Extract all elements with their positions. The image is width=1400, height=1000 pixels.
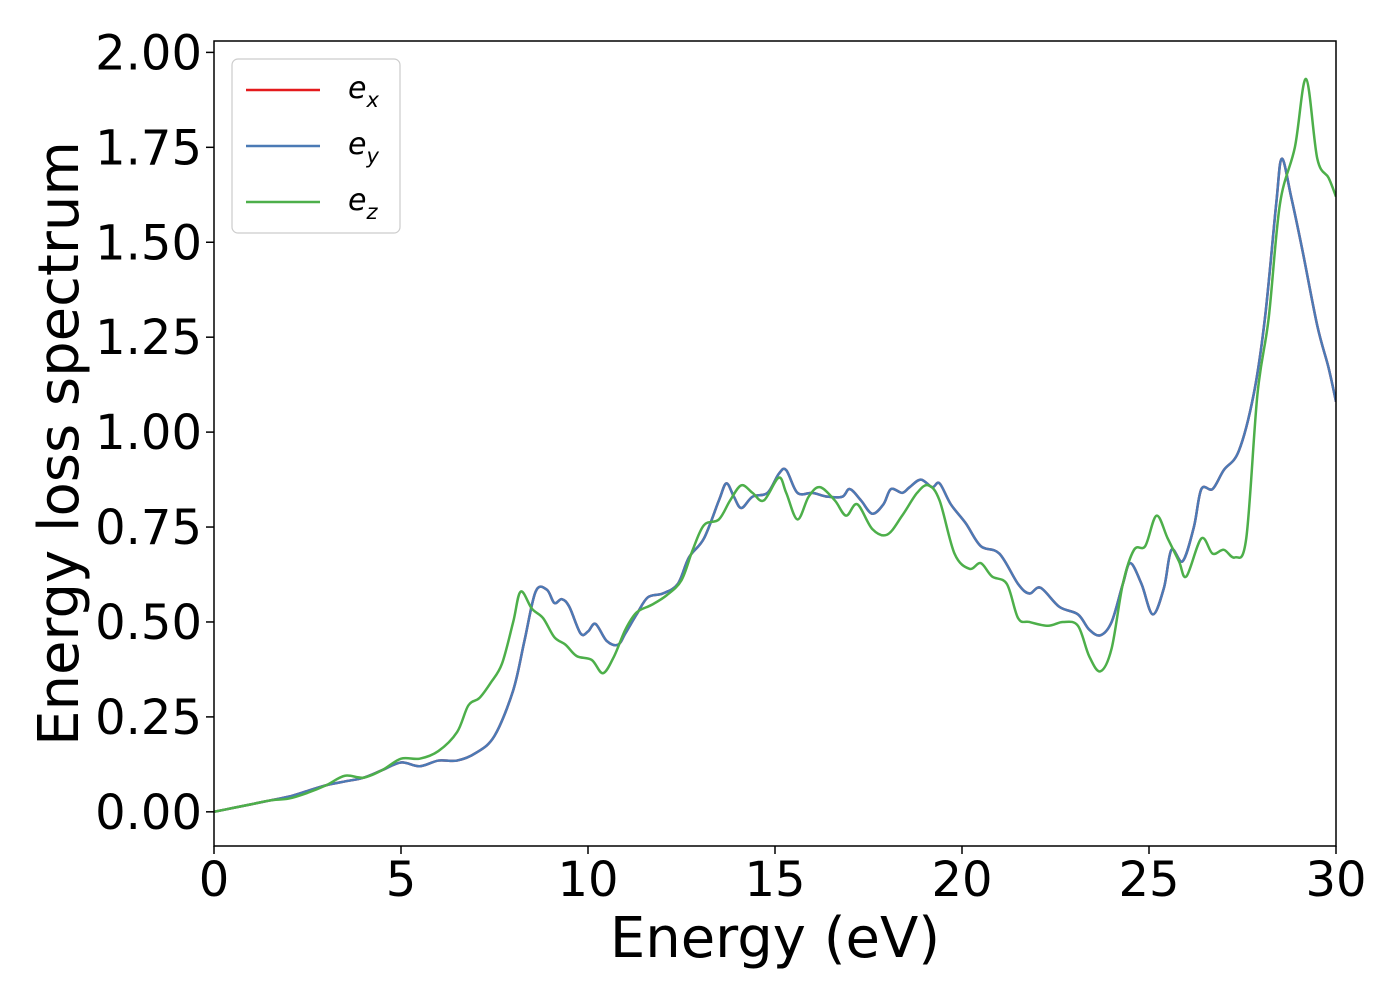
legend-entry-name: e: [348, 71, 366, 106]
x-tick-label: 15: [744, 852, 805, 908]
y-tick-label: 1.75: [95, 120, 202, 176]
legend-entry-y: ey: [348, 127, 379, 168]
y-tick-label: 1.00: [95, 405, 202, 461]
legend-entry-z: ez: [348, 183, 378, 224]
y-axis-label: Energy loss spectrum: [27, 141, 92, 746]
x-tick-label: 30: [1305, 852, 1366, 908]
x-axis-label: Energy (eV): [610, 906, 940, 971]
legend-entry-name: e: [348, 127, 366, 162]
y-tick-label: 0.25: [95, 690, 202, 746]
x-tick-label: 25: [1118, 852, 1179, 908]
x-tick-label: 0: [199, 852, 230, 908]
legend-entry-subscript: y: [365, 144, 379, 168]
x-tick-label: 10: [557, 852, 618, 908]
x-tick-label: 20: [931, 852, 992, 908]
legend-entry-x: ex: [348, 71, 379, 112]
y-axis: 0.00 0.25 0.50 0.75 1.00 1.25 1.50 1.75 2.00: [95, 25, 214, 841]
series-layer: [214, 77, 1336, 814]
series-line-z: [214, 77, 1336, 814]
y-tick-label: 2.00: [95, 25, 202, 81]
legend-entry-name: e: [348, 183, 366, 218]
x-tick-label: 5: [386, 852, 417, 908]
y-tick-label: 0.50: [95, 595, 202, 651]
y-tick-label: 1.50: [95, 215, 202, 271]
y-tick-label: 0.00: [95, 785, 202, 841]
y-tick-label: 1.25: [95, 310, 202, 366]
legend-entry-subscript: x: [365, 88, 379, 112]
y-tick-label: 0.75: [95, 500, 202, 556]
x-axis: 0 5 10 15 20 25 30: [199, 846, 1367, 908]
legend-entry-subscript: z: [365, 200, 378, 224]
